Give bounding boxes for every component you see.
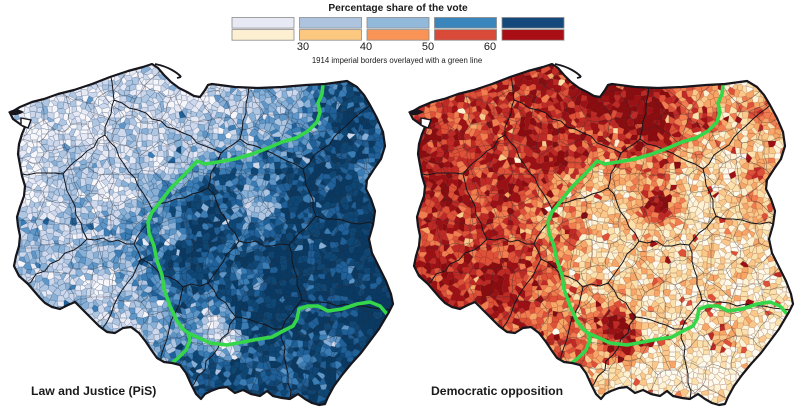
- svg-text:Democratic opposition: Democratic opposition: [431, 384, 563, 398]
- svg-text:Law and Justice (PiS): Law and Justice (PiS): [31, 384, 156, 398]
- svg-text:Percentage share of the vote: Percentage share of the vote: [328, 3, 468, 14]
- svg-text:1914 imperial borders overlaye: 1914 imperial borders overlayed with a g…: [312, 56, 482, 65]
- svg-text:60: 60: [484, 41, 496, 53]
- svg-text:50: 50: [422, 41, 434, 53]
- svg-text:30: 30: [297, 41, 309, 53]
- svg-text:40: 40: [360, 41, 372, 53]
